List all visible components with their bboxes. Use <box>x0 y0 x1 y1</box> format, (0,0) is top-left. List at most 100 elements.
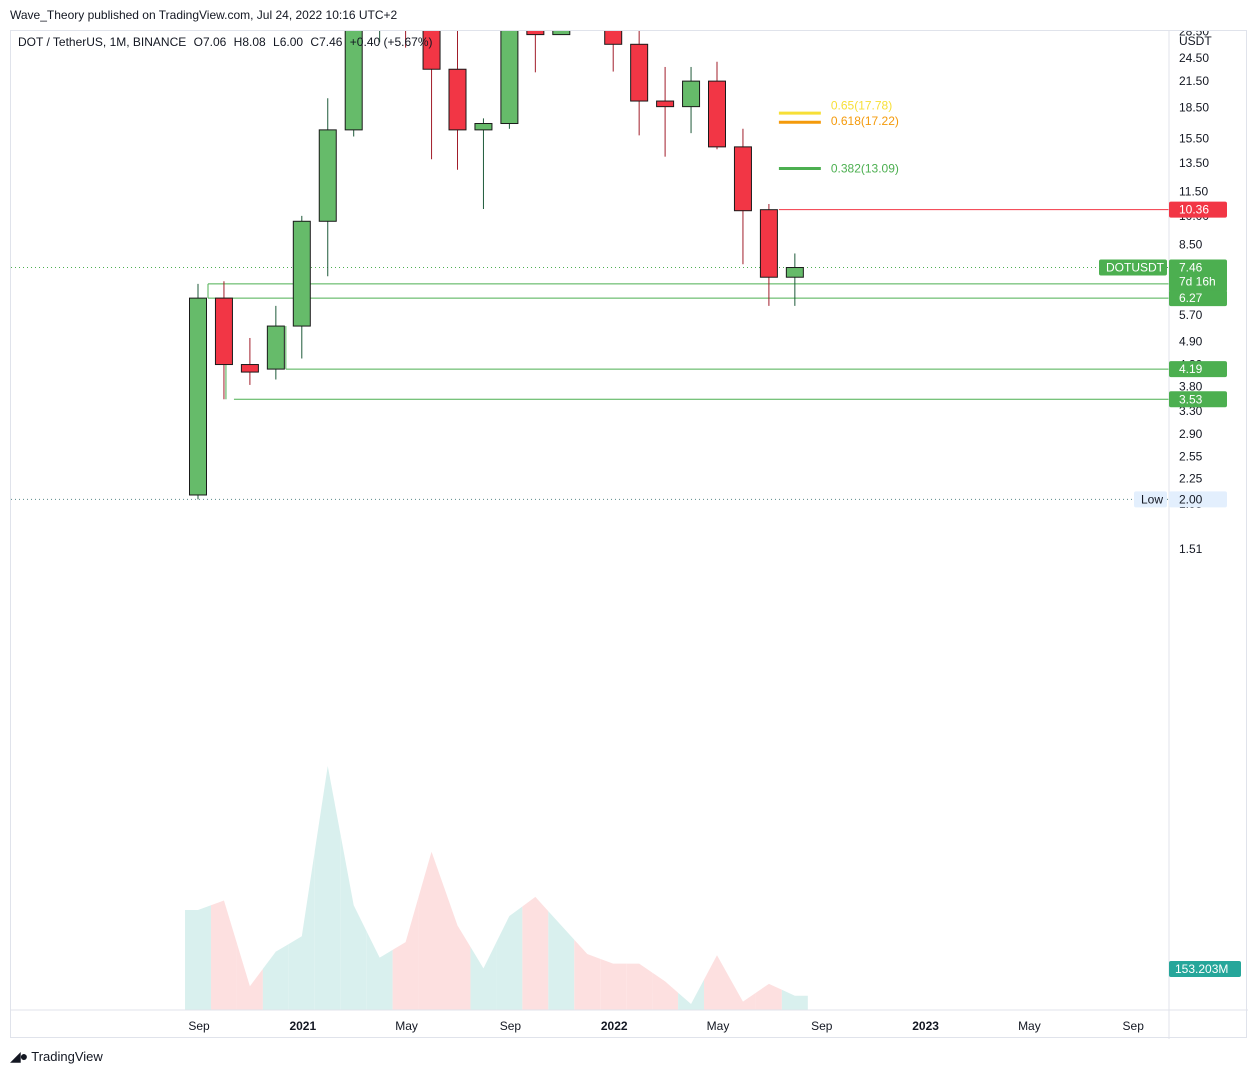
candle-body <box>500 31 519 125</box>
price-tick-label: 24.50 <box>1179 51 1209 65</box>
volume-segment <box>652 972 679 1010</box>
countdown-label: 7d 16h <box>1179 275 1216 289</box>
candle-body <box>344 31 363 131</box>
candle <box>448 31 467 170</box>
candle <box>759 204 778 306</box>
time-tick-label: 2021 <box>289 1019 316 1033</box>
fib-label: 0.65(17.78) <box>831 99 892 113</box>
candle <box>240 337 259 385</box>
time-axis: Sep 2021 May Sep 2022 May Sep 2023 May Sep <box>11 1009 1248 1033</box>
time-tick-label: May <box>707 1019 730 1033</box>
volume-segment <box>704 955 730 1010</box>
time-tick-label: 2022 <box>601 1019 628 1033</box>
tradingview-logo[interactable]: ◢● TradingView <box>10 1048 103 1065</box>
candle-body <box>318 129 337 222</box>
volume-segment <box>600 958 627 1010</box>
candle-body <box>526 31 545 36</box>
volume-segment <box>574 939 601 1010</box>
candle-body <box>448 68 467 131</box>
symbol-tag-bg <box>1099 259 1167 276</box>
legend-low: L6.00 <box>273 35 304 49</box>
price-tick-label: 11.50 <box>1179 184 1208 198</box>
publish-info: Wave_Theory published on TradingView.com… <box>10 8 398 22</box>
low-tag-bg <box>1134 491 1167 508</box>
chart-frame[interactable]: 0.65(17.78) 0.618(17.22) 0.382(13.09) USDT… <box>10 30 1248 1039</box>
legend-symbol: DOT / TetherUS, 1M, BINANCE <box>18 35 187 49</box>
level-price-4.19-bg <box>1169 361 1227 378</box>
candle-body <box>630 43 649 102</box>
candles-layer <box>189 31 804 500</box>
price-tick-label: 28.50 <box>1179 31 1209 38</box>
candle-body <box>604 31 623 45</box>
candle-body <box>292 220 311 327</box>
candle-body <box>474 123 493 131</box>
candle <box>422 31 441 160</box>
candle-body <box>189 297 207 496</box>
candle <box>526 31 545 73</box>
candle <box>630 31 649 136</box>
candle-body <box>656 100 675 108</box>
legend-change: +0.40 (+5.67%) <box>349 35 433 49</box>
price-chart[interactable]: 0.65(17.78)0.618(17.22) 0.382(13.09) USDT… <box>11 31 1248 1039</box>
candle <box>214 281 233 400</box>
candle-body <box>240 364 259 373</box>
candle <box>656 66 675 157</box>
price-tick-label: 13.50 <box>1179 156 1209 170</box>
level-price-6.27-bg <box>1169 290 1227 307</box>
candle <box>604 31 623 72</box>
candle-body <box>422 31 441 70</box>
candle-body <box>682 80 701 108</box>
low-price-label-bg <box>1169 491 1227 508</box>
last-price-label: 7.46 <box>1179 261 1203 275</box>
symbol-tag: DOTUSDT <box>1106 261 1165 275</box>
time-tick-label: May <box>1018 1019 1041 1033</box>
volume-segment <box>262 943 289 1010</box>
volume-segment <box>755 983 782 1010</box>
level-price-4.19: 4.19 <box>1179 362 1203 376</box>
time-tick-label: Sep <box>188 1019 210 1033</box>
volume-layer <box>185 766 808 1010</box>
symbol-legend[interactable]: DOT / TetherUS, 1M, BINANCE O7.06 H8.08 … <box>18 35 433 49</box>
last-price-bg <box>1169 259 1227 290</box>
candle <box>708 61 726 150</box>
tradingview-brand: TradingView <box>31 1049 103 1064</box>
volume-segment <box>210 900 237 1010</box>
time-tick-label: Sep <box>500 1019 522 1033</box>
price-tick-label: 5.70 <box>1179 308 1203 322</box>
price-axis: USDT72.5062.5046.5040.5034.5028.5024.502… <box>1099 31 1241 1039</box>
price-tick-label: 21.50 <box>1179 74 1209 88</box>
volume-label-bg <box>1169 961 1241 977</box>
level-price-3.53: 3.53 <box>1179 392 1203 406</box>
candle <box>552 31 571 36</box>
low-price-label: 2.00 <box>1179 492 1203 506</box>
level-price-10.36-bg <box>1169 201 1227 218</box>
level-price-6.27: 6.27 <box>1179 291 1203 305</box>
candle <box>344 31 363 137</box>
candle-body <box>733 146 752 212</box>
price-tick-label: 1.51 <box>1179 542 1203 556</box>
candle-body <box>708 80 726 148</box>
candle-body <box>214 297 233 366</box>
price-tick-label: 18.50 <box>1179 101 1209 115</box>
level-price-3.53-bg <box>1169 391 1227 408</box>
price-tick-label: 15.50 <box>1179 132 1209 146</box>
volume-segment <box>626 963 653 1010</box>
candle <box>474 118 493 210</box>
level-price-10.36: 10.36 <box>1179 203 1209 217</box>
candle <box>292 215 311 359</box>
volume-segment <box>418 851 445 1010</box>
price-tick-label: 2.25 <box>1179 472 1203 486</box>
price-tick-label: 4.90 <box>1179 335 1203 349</box>
price-tick-label: 3.80 <box>1179 379 1203 393</box>
volume-segment <box>288 851 315 1010</box>
legend-high: H8.08 <box>233 35 266 49</box>
time-tick-label: Sep <box>811 1019 833 1033</box>
price-tick-label: 2.55 <box>1179 450 1203 464</box>
candle <box>189 283 207 500</box>
price-axis-unit: USDT <box>1179 34 1212 48</box>
volume-segment <box>444 888 471 1010</box>
candle-body <box>759 209 778 278</box>
candle <box>682 66 701 134</box>
volume-segment <box>729 978 756 1010</box>
tradingview-logo-icon: ◢● <box>10 1048 28 1064</box>
